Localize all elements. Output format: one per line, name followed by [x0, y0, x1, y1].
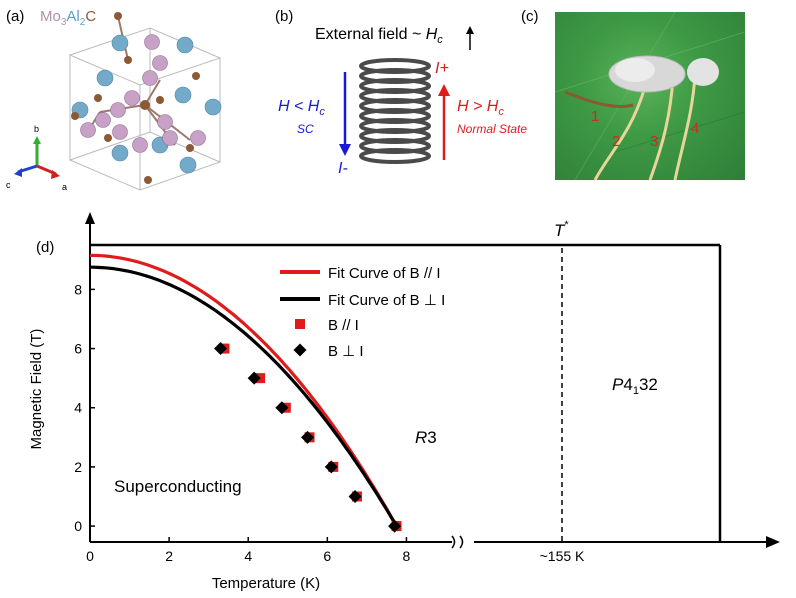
- data-point-perpendicular: [247, 371, 261, 385]
- panel-d-label: (d): [36, 239, 54, 256]
- axes-gizmo: [17, 140, 57, 176]
- y-tick-label: 0: [74, 518, 82, 534]
- y-axis-arrow: [85, 212, 95, 224]
- right-arrow-head: [438, 84, 450, 96]
- region-superconducting: Superconducting: [114, 477, 242, 496]
- left-arrow-head: [339, 144, 351, 156]
- y-tick-label: 6: [74, 341, 82, 357]
- data-point-perpendicular: [301, 430, 315, 444]
- legend: Fit Curve of B // I Fit Curve of B ⊥ I B /…: [280, 265, 445, 360]
- axis-c-label: c: [6, 180, 11, 190]
- formula-label: Mo3Al2C: [40, 8, 97, 28]
- legend-label: Fit Curve of B // I: [328, 265, 441, 282]
- coil-drawing: [339, 26, 474, 164]
- y-tick-label: 4: [74, 400, 82, 416]
- left-current: I-: [338, 160, 348, 177]
- transition-label: T*: [554, 219, 569, 240]
- x-tick-label: 2: [165, 548, 173, 564]
- panel-a-label: (a): [6, 8, 25, 25]
- legend-label: B // I: [328, 317, 359, 334]
- x-tick-label: 8: [403, 548, 411, 564]
- axis-a-label: a: [62, 182, 67, 192]
- panel-b-label: (b): [275, 8, 294, 25]
- legend-label: B ⊥ I: [328, 343, 364, 360]
- y-tick-label: 8: [74, 281, 82, 297]
- wire-number-4: 4: [691, 120, 700, 137]
- panel-c-label: (c): [521, 8, 539, 25]
- wire-number-3: 3: [650, 133, 659, 150]
- fit-curve-parallel: [90, 253, 398, 527]
- coil-ring: [359, 148, 431, 164]
- fit-curve-perpendicular: [90, 265, 398, 527]
- data-point-perpendicular: [214, 342, 228, 356]
- axis-break: [451, 535, 464, 549]
- right-current: I+: [435, 60, 449, 77]
- data-point-perpendicular: [348, 489, 362, 503]
- axis-b-label: b: [34, 124, 39, 134]
- data-point-perpendicular: [275, 401, 289, 415]
- left-condition: H < Hc: [278, 98, 325, 119]
- legend-label: Fit Curve of B ⊥ I: [328, 292, 445, 309]
- left-state: SC: [297, 122, 314, 136]
- x-tick-label: 4: [244, 548, 252, 564]
- data-markers: [214, 342, 402, 533]
- panel-a-crystal-structure: (a) Mo3Al2C: [0, 0, 240, 200]
- right-state: Normal State: [457, 122, 528, 136]
- fit-curves: [90, 253, 398, 527]
- wire-number-1: 1: [591, 108, 600, 125]
- legend-diamond-swatch: [293, 343, 307, 357]
- x-axis-arrow: [766, 536, 780, 548]
- transition-tick-label: ~155 K: [540, 548, 585, 564]
- crystal-structure-drawing: b c a: [6, 12, 222, 192]
- sample-photo: 1 2 3 4: [555, 12, 745, 180]
- wire-number-2: 2: [612, 133, 621, 150]
- data-point-perpendicular: [388, 519, 402, 533]
- panel-b-coil-schematic: (b) External field ~ Hc H < Hc SC I- I+ …: [265, 0, 545, 200]
- region-p4132: P4132: [612, 375, 658, 397]
- axes-layer: 0 2 4 6 8 0 2 4 6 8: [74, 212, 780, 564]
- right-condition: H > Hc: [457, 98, 504, 119]
- external-field-text: External field ~ Hc: [315, 26, 443, 47]
- data-point-perpendicular: [324, 460, 338, 474]
- region-r3: R3: [415, 428, 437, 447]
- legend-square-swatch: [295, 319, 305, 329]
- panel-c-sample-photo: 1 2 3 4: [555, 12, 745, 180]
- x-tick-label: 0: [86, 548, 94, 564]
- y-axis-label: Magnetic Field (T): [28, 329, 45, 450]
- x-axis-label: Temperature (K): [212, 575, 320, 592]
- y-tick-label: 2: [74, 459, 82, 475]
- x-tick-label: 6: [323, 548, 331, 564]
